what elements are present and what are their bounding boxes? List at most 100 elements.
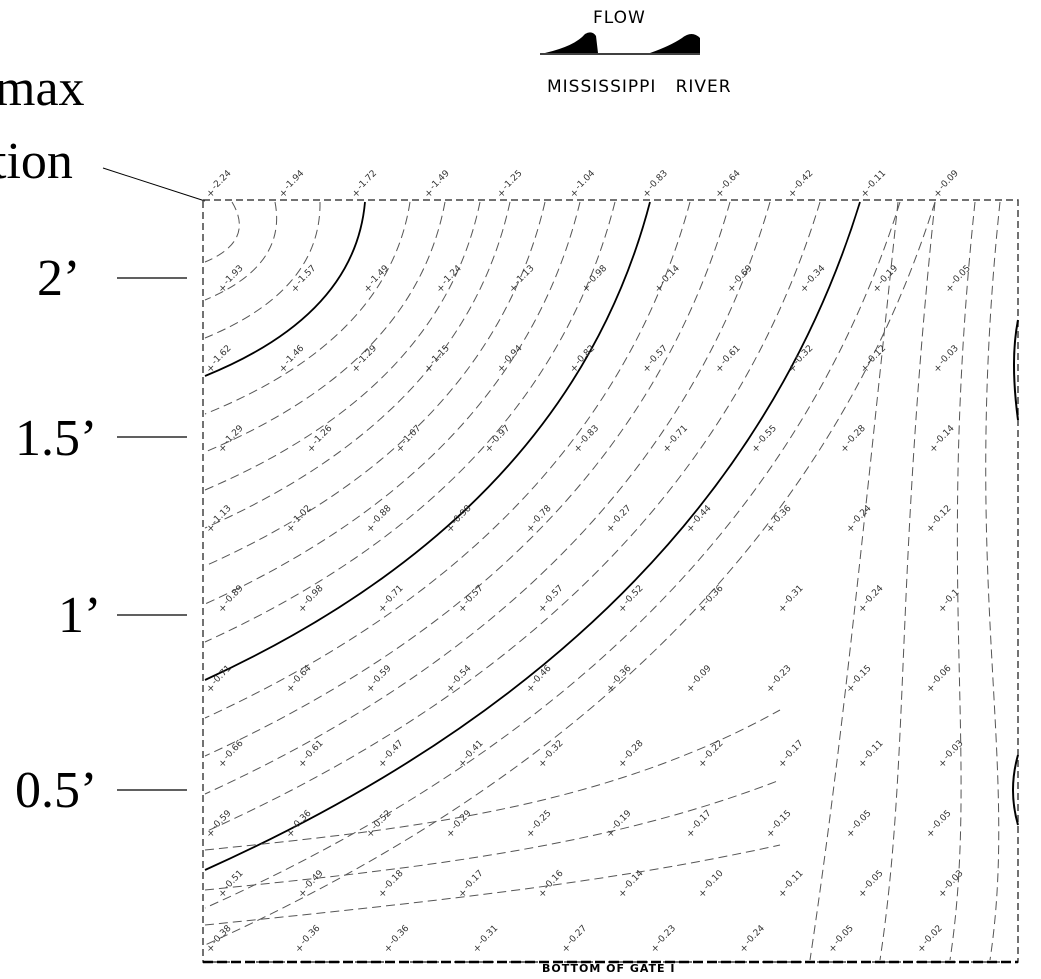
survey-point-marker: × [619, 759, 627, 769]
survey-point-marker: × [847, 684, 855, 694]
survey-point-marker: × [292, 284, 300, 294]
survey-point-marker: × [308, 444, 316, 454]
survey-point-marker: × [779, 759, 787, 769]
contour-line [204, 201, 321, 339]
survey-point-marker: × [607, 684, 615, 694]
contour-line [204, 201, 446, 453]
survey-point-marker: × [296, 944, 304, 954]
survey-point-marker: × [651, 944, 659, 954]
contour-line [204, 201, 821, 833]
flow-label: FLOW [593, 8, 646, 28]
survey-point-marker: × [687, 524, 695, 534]
survey-point-marker: × [447, 684, 455, 694]
survey-point-marker: × [801, 284, 809, 294]
survey-point-marker: × [447, 829, 455, 839]
survey-point-marker: × [367, 684, 375, 694]
survey-point-marker: × [934, 364, 942, 374]
survey-point-marker: × [779, 604, 787, 614]
survey-point-marker: × [699, 604, 707, 614]
survey-point-marker: × [927, 829, 935, 839]
depth-marker-0-5ft: 0.5’ [15, 762, 98, 819]
survey-point-marker: × [474, 944, 482, 954]
survey-point-marker: × [219, 604, 227, 614]
contour-line [879, 201, 936, 961]
survey-point-marker: × [918, 944, 926, 954]
survey-point-marker: × [859, 889, 867, 899]
survey-point-marker: × [607, 524, 615, 534]
survey-point-marker: × [367, 524, 375, 534]
survey-point-marker: × [583, 284, 591, 294]
location-label-fragment: tion [0, 133, 73, 190]
survey-point-marker: × [287, 829, 295, 839]
survey-point-marker: × [207, 364, 215, 374]
survey-point-marker: × [219, 444, 227, 454]
survey-point-marker: × [563, 944, 571, 954]
survey-point-marker: × [874, 284, 882, 294]
survey-point-marker: × [862, 364, 870, 374]
survey-point-marker: × [425, 189, 433, 199]
survey-point-marker: × [459, 889, 467, 899]
survey-point-marker: × [219, 284, 227, 294]
survey-point-marker: × [352, 189, 360, 199]
survey-point-marker: × [767, 684, 775, 694]
contour-line [204, 201, 581, 605]
survey-point-marker: × [459, 759, 467, 769]
contour-line [204, 201, 691, 719]
contour-line [204, 779, 781, 891]
survey-point-marker: × [687, 829, 695, 839]
survey-point-marker: × [364, 284, 372, 294]
survey-point-marker: × [397, 444, 405, 454]
survey-point-marker: × [847, 524, 855, 534]
contour-line [204, 201, 936, 946]
survey-point-marker: × [859, 759, 867, 769]
survey-point-marker: × [486, 444, 494, 454]
survey-point-marker: × [687, 684, 695, 694]
depth-marker-1ft: 1’ [58, 587, 102, 644]
survey-point-marker: × [280, 189, 288, 199]
survey-point-marker: × [207, 524, 215, 534]
survey-point-marker: × [379, 604, 387, 614]
survey-point-marker: × [716, 189, 724, 199]
survey-point-marker: × [539, 604, 547, 614]
survey-point-marker: × [385, 944, 393, 954]
contour-lines [204, 201, 1001, 961]
contour-line [204, 201, 731, 757]
survey-point-marker: × [299, 759, 307, 769]
survey-point-marker: × [946, 284, 954, 294]
contour-line [809, 201, 899, 961]
survey-point-marker: × [740, 944, 748, 954]
survey-point-marker: × [510, 284, 518, 294]
survey-point-marker: × [619, 604, 627, 614]
survey-point-marker: × [527, 829, 535, 839]
survey-point-marker: × [207, 684, 215, 694]
survey-point-marker: × [655, 284, 663, 294]
survey-point-marker: × [459, 604, 467, 614]
contour-line [204, 201, 651, 681]
contour-line [204, 201, 861, 871]
survey-point-marker: × [425, 364, 433, 374]
survey-point-marker: × [859, 604, 867, 614]
contour-line [204, 201, 616, 643]
river-label: MISSISSIPPI RIVER [547, 77, 732, 97]
survey-point-marker: × [779, 889, 787, 899]
max-label-fragment: max [0, 60, 85, 117]
max-location-leader [102, 167, 206, 202]
contour-line [204, 201, 481, 491]
survey-point-marker: × [498, 189, 506, 199]
survey-point-marker: × [207, 829, 215, 839]
survey-point-marker: × [299, 889, 307, 899]
survey-point-marker: × [207, 189, 215, 199]
survey-point-marker: × [927, 684, 935, 694]
survey-point-marker: × [939, 604, 947, 614]
survey-point-marker: × [847, 829, 855, 839]
survey-point-marker: × [789, 364, 797, 374]
survey-point-marker: × [663, 444, 671, 454]
contour-line [985, 201, 1001, 961]
contour-line [204, 201, 278, 301]
survey-point-marker: × [619, 889, 627, 899]
gate-frame [202, 199, 1019, 963]
survey-point-marker: × [939, 889, 947, 899]
survey-point-marker: × [927, 524, 935, 534]
survey-point-marker: × [829, 944, 837, 954]
survey-point-marker: × [367, 829, 375, 839]
